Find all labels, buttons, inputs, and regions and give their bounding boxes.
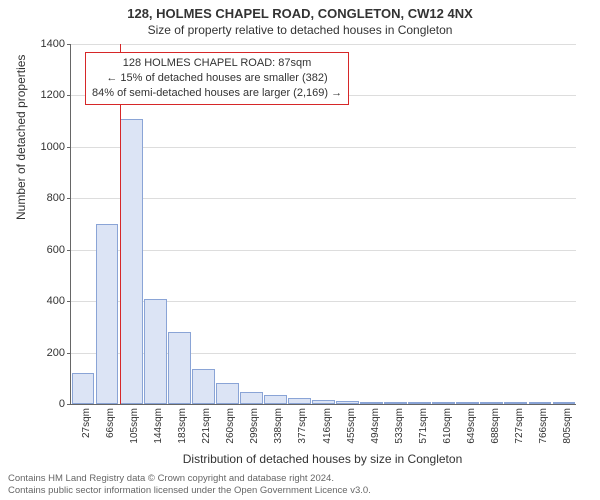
y-tick-label: 600	[47, 244, 65, 256]
y-tick	[67, 95, 71, 96]
gridline-h	[71, 250, 576, 251]
x-tick-label: 260sqm	[225, 408, 236, 444]
y-tick-label: 1000	[41, 141, 65, 153]
annotation-line2: ← 15% of detached houses are smaller (38…	[92, 71, 342, 86]
y-tick	[67, 353, 71, 354]
histogram-bar	[553, 402, 576, 404]
title-sub: Size of property relative to detached ho…	[0, 21, 600, 37]
histogram-bar	[456, 402, 479, 404]
annotation-box: 128 HOLMES CHAPEL ROAD: 87sqm ← 15% of d…	[85, 52, 349, 105]
x-tick-label: 221sqm	[201, 408, 212, 444]
x-tick-label: 377sqm	[297, 408, 308, 444]
histogram-bar	[144, 299, 167, 404]
histogram-bar	[168, 332, 191, 404]
title-main: 128, HOLMES CHAPEL ROAD, CONGLETON, CW12…	[0, 0, 600, 21]
x-tick-label: 649sqm	[466, 408, 477, 444]
x-tick-label: 183sqm	[177, 408, 188, 444]
x-tick-label: 766sqm	[538, 408, 549, 444]
y-tick-label: 800	[47, 192, 65, 204]
histogram-bar	[336, 401, 359, 404]
gridline-h	[71, 44, 576, 45]
x-tick-label: 66sqm	[105, 408, 116, 438]
x-tick-label: 27sqm	[81, 408, 92, 438]
x-tick-label: 144sqm	[153, 408, 164, 444]
x-tick-label: 571sqm	[418, 408, 429, 444]
histogram-bar	[288, 398, 311, 404]
histogram-bar	[529, 402, 552, 404]
x-tick-label: 494sqm	[370, 408, 381, 444]
annotation-line3: 84% of semi-detached houses are larger (…	[92, 86, 342, 101]
gridline-h	[71, 147, 576, 148]
annotation-line1: 128 HOLMES CHAPEL ROAD: 87sqm	[92, 56, 342, 71]
y-tick	[67, 301, 71, 302]
chart-container: 128, HOLMES CHAPEL ROAD, CONGLETON, CW12…	[0, 0, 600, 500]
y-tick	[67, 404, 71, 405]
x-tick-label: 727sqm	[514, 408, 525, 444]
histogram-bar	[480, 402, 503, 404]
x-tick-label: 105sqm	[129, 408, 140, 444]
histogram-bar	[264, 395, 287, 404]
y-tick-label: 400	[47, 295, 65, 307]
y-tick	[67, 147, 71, 148]
histogram-bar	[312, 400, 335, 404]
histogram-bar	[504, 402, 527, 404]
x-tick-label: 455sqm	[346, 408, 357, 444]
y-tick	[67, 44, 71, 45]
histogram-bar	[240, 392, 263, 404]
histogram-bar	[360, 402, 383, 404]
y-tick-label: 200	[47, 347, 65, 359]
y-tick-label: 1200	[41, 89, 65, 101]
y-tick	[67, 250, 71, 251]
histogram-bar	[432, 402, 455, 404]
histogram-bar	[216, 383, 239, 404]
x-tick-label: 805sqm	[562, 408, 573, 444]
footer-line1: Contains HM Land Registry data © Crown c…	[8, 473, 371, 485]
y-tick	[67, 198, 71, 199]
x-axis-label: Distribution of detached houses by size …	[70, 452, 575, 466]
gridline-h	[71, 198, 576, 199]
x-tick-label: 338sqm	[273, 408, 284, 444]
x-tick-label: 299sqm	[249, 408, 260, 444]
x-tick-label: 688sqm	[490, 408, 501, 444]
histogram-bar	[408, 402, 431, 404]
footer-attribution: Contains HM Land Registry data © Crown c…	[8, 473, 371, 497]
x-tick-label: 533sqm	[394, 408, 405, 444]
x-tick-label: 416sqm	[322, 408, 333, 444]
histogram-bar	[120, 119, 143, 404]
histogram-bar	[96, 224, 119, 404]
y-axis-label: Number of detached properties	[14, 55, 28, 220]
y-tick-label: 1400	[41, 38, 65, 50]
footer-line2: Contains public sector information licen…	[8, 485, 371, 497]
histogram-bar	[192, 369, 215, 404]
histogram-bar	[72, 373, 95, 404]
y-tick-label: 0	[59, 398, 65, 410]
x-tick-label: 610sqm	[442, 408, 453, 444]
histogram-bar	[384, 402, 407, 404]
